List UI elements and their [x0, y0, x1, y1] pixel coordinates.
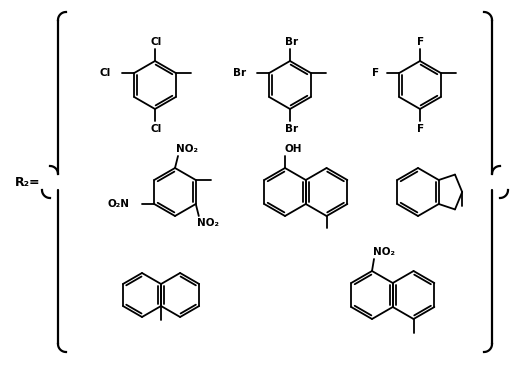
Text: Cl: Cl	[100, 68, 111, 78]
Text: OH: OH	[284, 144, 302, 154]
Text: Br: Br	[285, 37, 298, 47]
Text: NO₂: NO₂	[176, 144, 198, 154]
Text: O₂N: O₂N	[107, 199, 129, 209]
Text: Br: Br	[233, 68, 246, 78]
Text: Br: Br	[285, 124, 298, 134]
Text: Cl: Cl	[150, 124, 162, 134]
Text: F: F	[372, 68, 379, 78]
Text: NO₂: NO₂	[373, 247, 395, 257]
Text: NO₂: NO₂	[197, 218, 219, 228]
Text: Cl: Cl	[150, 37, 162, 47]
Text: F: F	[418, 124, 424, 134]
Text: F: F	[418, 37, 424, 47]
Text: R₂=: R₂=	[15, 176, 41, 190]
